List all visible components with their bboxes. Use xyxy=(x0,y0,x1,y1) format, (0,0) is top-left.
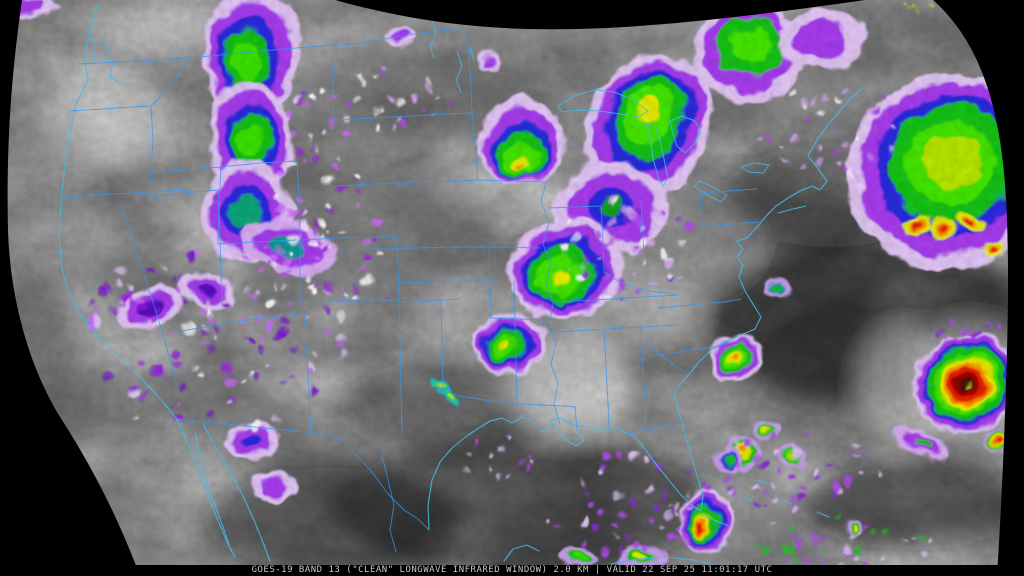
limb-east xyxy=(933,0,1024,565)
caption-bar: GOES-19 BAND 13 ("CLEAN" LONGWAVE INFRAR… xyxy=(0,565,1024,576)
caption-text: GOES-19 BAND 13 ("CLEAN" LONGWAVE INFRAR… xyxy=(251,565,773,575)
limb-north xyxy=(335,0,865,30)
limb-west xyxy=(0,0,136,565)
